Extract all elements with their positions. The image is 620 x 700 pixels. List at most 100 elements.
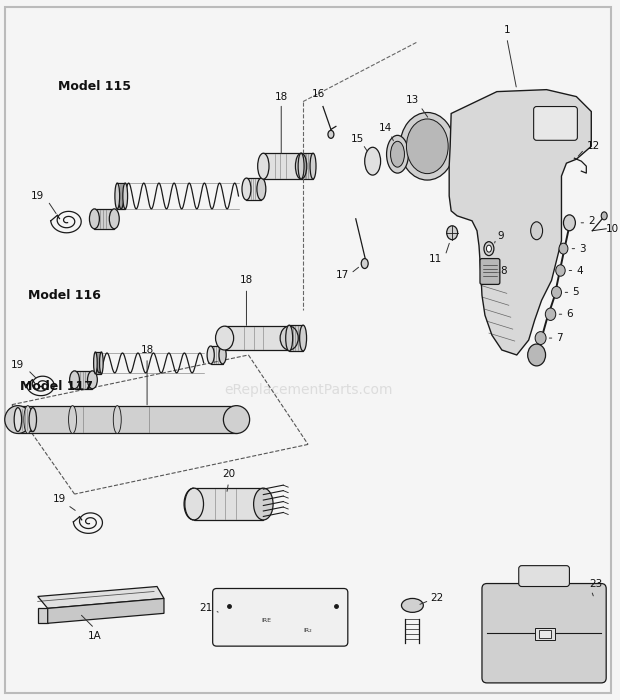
Ellipse shape xyxy=(552,286,562,298)
Polygon shape xyxy=(449,90,591,355)
Text: 17: 17 xyxy=(336,270,350,281)
Bar xyxy=(224,326,289,350)
Ellipse shape xyxy=(296,153,307,179)
Polygon shape xyxy=(48,598,164,623)
Polygon shape xyxy=(38,608,48,623)
Ellipse shape xyxy=(254,488,273,520)
Text: 8: 8 xyxy=(500,265,507,276)
Text: 4: 4 xyxy=(577,265,583,276)
FancyBboxPatch shape xyxy=(213,589,348,646)
Bar xyxy=(301,153,313,179)
Text: 11: 11 xyxy=(428,253,442,264)
Text: IRE: IRE xyxy=(261,618,272,623)
Text: 19: 19 xyxy=(31,191,45,201)
Ellipse shape xyxy=(29,407,37,431)
Text: Model 117: Model 117 xyxy=(20,380,93,393)
Text: 13: 13 xyxy=(405,94,419,104)
Text: 18: 18 xyxy=(275,92,288,102)
Text: eReplacementParts.com: eReplacementParts.com xyxy=(224,383,392,397)
Ellipse shape xyxy=(280,326,298,350)
Ellipse shape xyxy=(184,488,203,520)
Ellipse shape xyxy=(123,183,128,209)
Ellipse shape xyxy=(69,405,76,433)
Bar xyxy=(194,488,264,520)
Text: 19: 19 xyxy=(11,360,25,370)
Bar xyxy=(18,406,236,433)
Text: 23: 23 xyxy=(590,578,603,589)
Text: 10: 10 xyxy=(606,224,619,234)
Ellipse shape xyxy=(257,178,266,200)
Bar xyxy=(289,326,303,351)
Text: 16: 16 xyxy=(311,89,325,99)
Bar xyxy=(95,352,101,374)
Ellipse shape xyxy=(531,222,542,239)
Ellipse shape xyxy=(216,326,234,350)
Text: 1A: 1A xyxy=(87,631,101,641)
Bar xyxy=(94,209,114,229)
Bar xyxy=(18,407,33,431)
Ellipse shape xyxy=(365,147,381,175)
Text: 12: 12 xyxy=(587,141,600,151)
Ellipse shape xyxy=(219,346,226,364)
Ellipse shape xyxy=(386,135,409,173)
FancyBboxPatch shape xyxy=(519,566,569,587)
Ellipse shape xyxy=(361,258,368,269)
Ellipse shape xyxy=(94,352,97,374)
Bar xyxy=(74,371,92,388)
Text: 18: 18 xyxy=(240,275,253,286)
Ellipse shape xyxy=(115,183,120,209)
Ellipse shape xyxy=(528,344,546,366)
Bar xyxy=(264,153,301,179)
Text: 19: 19 xyxy=(53,494,66,504)
Text: 3: 3 xyxy=(579,244,586,253)
Text: 22: 22 xyxy=(431,594,444,603)
Ellipse shape xyxy=(207,346,215,364)
Ellipse shape xyxy=(113,405,122,433)
Text: 6: 6 xyxy=(567,309,573,319)
Ellipse shape xyxy=(556,265,565,277)
FancyBboxPatch shape xyxy=(480,258,500,284)
Bar xyxy=(117,183,125,209)
Text: Model 115: Model 115 xyxy=(58,80,131,93)
Ellipse shape xyxy=(299,326,306,351)
Text: 1: 1 xyxy=(503,25,510,35)
Ellipse shape xyxy=(601,212,607,220)
Text: IR₂: IR₂ xyxy=(304,628,312,633)
Ellipse shape xyxy=(446,226,458,239)
Ellipse shape xyxy=(286,326,293,351)
Bar xyxy=(211,346,223,364)
Ellipse shape xyxy=(487,245,492,252)
Ellipse shape xyxy=(391,141,404,167)
Text: 15: 15 xyxy=(351,134,365,144)
Ellipse shape xyxy=(328,130,334,139)
Ellipse shape xyxy=(223,405,250,433)
Bar xyxy=(247,178,262,200)
Ellipse shape xyxy=(559,243,568,254)
Text: 18: 18 xyxy=(141,345,154,355)
Ellipse shape xyxy=(535,332,546,344)
Ellipse shape xyxy=(87,371,97,388)
Ellipse shape xyxy=(484,241,494,255)
Ellipse shape xyxy=(546,308,556,321)
FancyBboxPatch shape xyxy=(534,106,577,140)
Ellipse shape xyxy=(298,153,304,179)
Ellipse shape xyxy=(89,209,99,229)
Text: 21: 21 xyxy=(200,603,213,613)
Ellipse shape xyxy=(5,405,31,433)
Ellipse shape xyxy=(69,371,79,388)
Ellipse shape xyxy=(109,209,119,229)
Ellipse shape xyxy=(24,405,32,433)
Ellipse shape xyxy=(402,598,423,612)
Text: Model 116: Model 116 xyxy=(28,289,100,302)
Ellipse shape xyxy=(407,119,448,174)
Ellipse shape xyxy=(242,178,251,200)
Text: 7: 7 xyxy=(557,333,563,343)
Text: 2: 2 xyxy=(588,216,595,226)
Text: 5: 5 xyxy=(572,288,579,298)
Ellipse shape xyxy=(14,407,22,431)
Ellipse shape xyxy=(258,153,269,179)
Ellipse shape xyxy=(400,113,454,180)
Text: 9: 9 xyxy=(497,231,503,241)
Bar xyxy=(539,630,551,638)
Ellipse shape xyxy=(100,352,103,374)
